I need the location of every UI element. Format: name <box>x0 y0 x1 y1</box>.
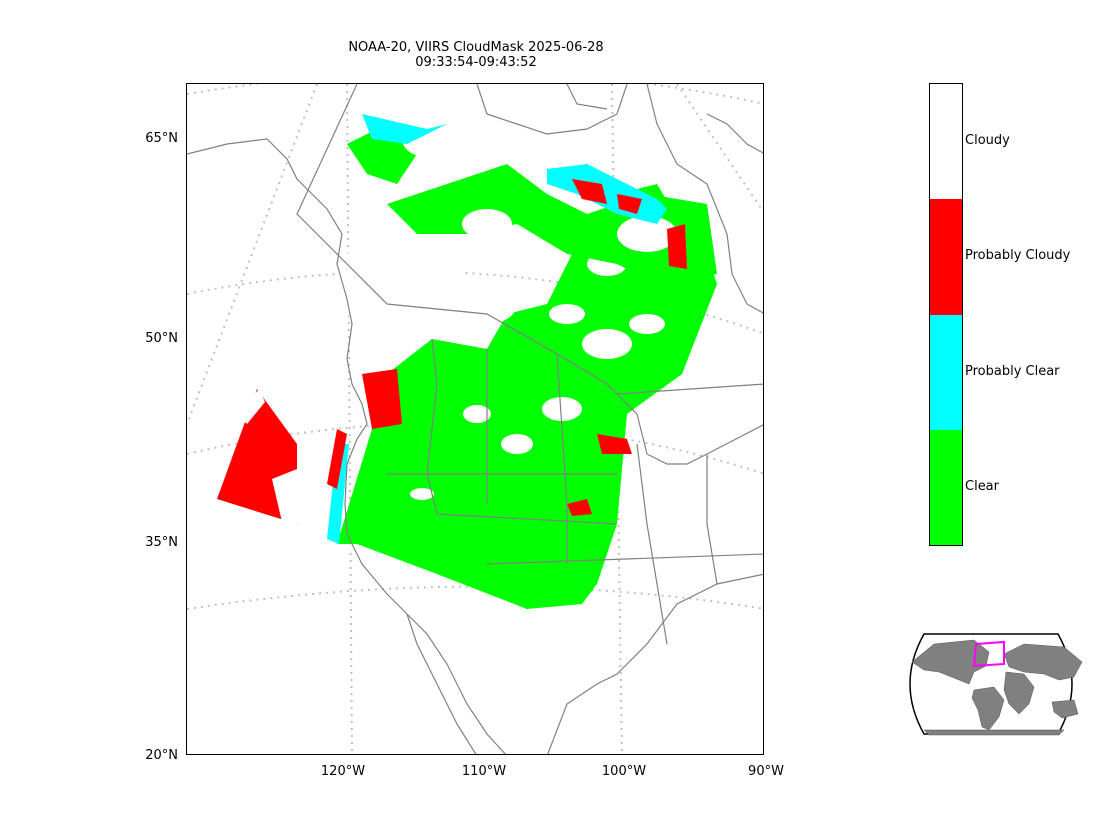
colorbar-clear <box>930 429 962 545</box>
lat-label-50: 50°N <box>145 331 178 346</box>
legend-label-clear: Clear <box>965 479 999 494</box>
legend-label-probably-cloudy: Probably Cloudy <box>965 248 1071 263</box>
lon-label-110w: 110°W <box>461 764 507 779</box>
clear-region <box>337 184 717 609</box>
lat-label-35: 35°N <box>145 535 178 550</box>
colorbar-cloudy <box>930 84 962 200</box>
map-canvas <box>187 84 763 754</box>
inset-globe <box>909 633 1083 736</box>
cloudmask-map <box>186 83 764 755</box>
lon-label-120w: 120°W <box>320 764 366 779</box>
lat-label-65: 65°N <box>145 131 178 146</box>
coastlines <box>187 84 763 754</box>
legend-label-cloudy: Cloudy <box>965 133 1010 148</box>
title-line-2: 09:33:54-09:43:52 <box>415 55 537 70</box>
lon-label-90w: 90°W <box>748 764 784 779</box>
title-line-1: NOAA-20, VIIRS CloudMask 2025-06-28 <box>348 40 604 55</box>
colorbar <box>929 83 963 546</box>
colorbar-probably-cloudy <box>930 199 962 315</box>
legend-label-probably-clear: Probably Clear <box>965 364 1060 379</box>
map-title: NOAA-20, VIIRS CloudMask 2025-06-28 09:3… <box>186 40 766 70</box>
lon-label-100w: 100°W <box>601 764 647 779</box>
colorbar-probably-clear <box>930 314 962 430</box>
lat-label-20: 20°N <box>145 748 178 763</box>
world-locator-inset <box>894 632 1088 736</box>
swath-data <box>217 114 717 609</box>
